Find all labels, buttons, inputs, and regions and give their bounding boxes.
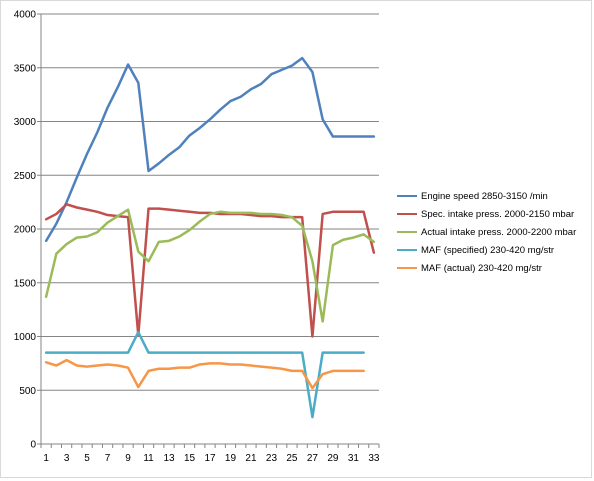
y-tick-label: 2500 bbox=[14, 171, 37, 182]
x-tick-labels: 1 3 5 7 9 11 13 15 17 19 21 23 25 27 29 31 33 bbox=[43, 453, 380, 464]
gridlines bbox=[41, 13, 379, 391]
x-tick-label: 29 bbox=[327, 453, 339, 464]
legend-swatch bbox=[397, 231, 417, 233]
legend-swatch bbox=[397, 249, 417, 251]
y-tick-label: 1500 bbox=[14, 278, 37, 289]
legend-item: Engine speed 2850-3150 /min bbox=[397, 187, 593, 205]
x-tick-label: 33 bbox=[368, 453, 380, 464]
x-tick-label: 1 bbox=[43, 453, 49, 464]
x-tick-label: 7 bbox=[105, 453, 111, 464]
x-tick-label: 11 bbox=[143, 453, 154, 464]
legend-label: Actual intake press. 2000-2200 mbar bbox=[421, 226, 577, 238]
legend-label: MAF (specified) 230-420 mg/str bbox=[421, 244, 555, 256]
x-tick-label: 19 bbox=[225, 453, 237, 464]
legend-swatch bbox=[397, 213, 417, 215]
legend-label: Spec. intake press. 2000-2150 mbar bbox=[421, 208, 575, 220]
x-tick-label: 31 bbox=[348, 453, 360, 464]
legend-label: Engine speed 2850-3150 /min bbox=[421, 190, 548, 202]
legend-item: MAF (specified) 230-420 mg/str bbox=[397, 241, 593, 259]
y-tick-label: 3500 bbox=[14, 63, 37, 74]
x-tick-label: 27 bbox=[307, 453, 319, 464]
legend-item: MAF (actual) 230-420 mg/str bbox=[397, 259, 593, 277]
x-tick-label: 13 bbox=[163, 453, 175, 464]
legend-swatch bbox=[397, 195, 417, 197]
x-tick-label: 25 bbox=[286, 453, 298, 464]
legend-item: Actual intake press. 2000-2200 mbar bbox=[397, 223, 593, 241]
legend-label: MAF (actual) 230-420 mg/str bbox=[421, 262, 542, 274]
y-tick-label: 500 bbox=[19, 386, 36, 397]
series-line bbox=[44, 358, 365, 390]
x-tick-label: 15 bbox=[184, 453, 196, 464]
axes bbox=[37, 13, 380, 448]
x-tick-label: 9 bbox=[125, 453, 131, 464]
series-line bbox=[44, 330, 365, 419]
y-tick-label: 4000 bbox=[14, 10, 37, 21]
series-line bbox=[44, 56, 376, 243]
series-layer bbox=[44, 56, 376, 419]
legend: Engine speed 2850-3150 /min Spec. intake… bbox=[397, 187, 593, 277]
y-tick-label: 2000 bbox=[14, 225, 37, 236]
x-tick-label: 17 bbox=[204, 453, 216, 464]
y-tick-label: 3000 bbox=[14, 117, 37, 128]
y-tick-labels: 0 500 1000 1500 2000 2500 3000 3500 4000 bbox=[14, 10, 37, 451]
legend-swatch bbox=[397, 267, 417, 269]
series-line bbox=[44, 203, 376, 338]
x-tick-label: 3 bbox=[64, 453, 70, 464]
x-tick-label: 5 bbox=[84, 453, 90, 464]
x-tick-label: 23 bbox=[266, 453, 278, 464]
legend-item: Spec. intake press. 2000-2150 mbar bbox=[397, 205, 593, 223]
y-tick-label: 1000 bbox=[14, 332, 37, 343]
series-line bbox=[44, 208, 376, 323]
y-tick-label: 0 bbox=[30, 440, 36, 451]
x-tick-label: 21 bbox=[245, 453, 257, 464]
